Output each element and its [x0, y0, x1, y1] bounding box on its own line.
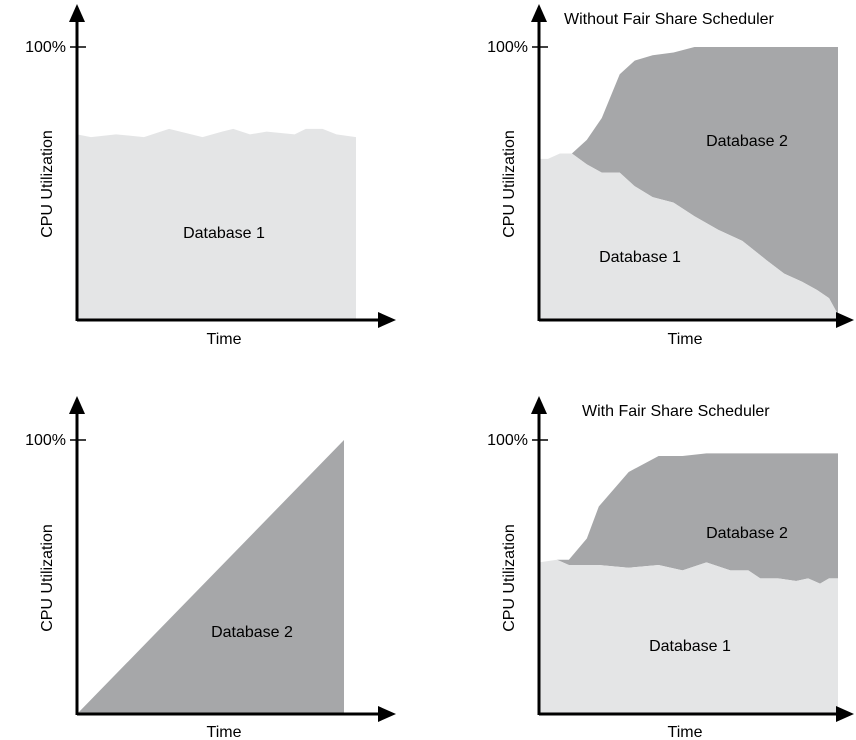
x-axis-label: Time — [668, 331, 703, 348]
x-axis — [77, 706, 396, 722]
x-axis-arrow-icon — [836, 312, 854, 328]
y-axis-arrow-icon — [531, 396, 547, 414]
panel-title: Without Fair Share Scheduler — [564, 11, 775, 28]
y-tick-label: 100% — [25, 39, 66, 56]
series-areas — [539, 453, 838, 714]
y-tick-label: 100% — [487, 39, 528, 56]
panel-with-fss: With Fair Share Scheduler Database 1Data… — [487, 396, 854, 740]
series-areas — [77, 128, 356, 320]
y-axis-arrow-icon — [531, 4, 547, 22]
x-axis-label: Time — [668, 724, 703, 740]
area-database-1 — [539, 153, 838, 320]
series-labels: Database 1 Database 2 — [649, 525, 788, 655]
y-tick-label: 100% — [487, 432, 528, 449]
series-label-database-1: Database 1 — [649, 638, 731, 655]
series-label-database-1: Database 1 — [183, 225, 265, 242]
area-database-1 — [77, 128, 356, 320]
y-axis-label: CPU Utilization — [501, 524, 518, 632]
area-database-2 — [539, 453, 838, 584]
area-database-2 — [539, 47, 838, 315]
x-axis-label: Time — [207, 331, 242, 348]
y-axis: 100% — [487, 4, 548, 321]
y-axis: 100% — [487, 396, 548, 715]
series-areas — [539, 47, 838, 320]
series-label-database-2: Database 2 — [706, 525, 788, 542]
series-label-database-1: Database 1 — [599, 249, 681, 266]
panel-title: With Fair Share Scheduler — [582, 403, 770, 420]
panel-without-fss: Without Fair Share Scheduler Database 1D… — [487, 4, 854, 348]
series-label-database-2: Database 2 — [706, 133, 788, 150]
x-axis-arrow-icon — [836, 706, 854, 722]
x-axis — [539, 312, 854, 328]
x-axis-label: Time — [207, 724, 242, 740]
series-labels: Database 1 — [183, 225, 265, 242]
series-labels: Database 2 — [211, 624, 293, 641]
y-tick-label: 100% — [25, 432, 66, 449]
area-database-1 — [539, 559, 838, 714]
panel-database1-alone: Database 1 100% Time CPU Utilization — [25, 4, 396, 348]
x-axis-arrow-icon — [378, 312, 396, 328]
y-axis-label: CPU Utilization — [501, 130, 518, 238]
y-axis-arrow-icon — [69, 4, 85, 22]
x-axis — [539, 706, 854, 722]
area-database-2 — [77, 440, 344, 714]
y-axis-label: CPU Utilization — [39, 524, 56, 632]
panel-database2-alone: Database 2 100% Time CPU Utilization — [25, 396, 396, 740]
x-axis — [77, 312, 396, 328]
series-label-database-2: Database 2 — [211, 624, 293, 641]
series-labels: Database 1 Database 2 — [599, 133, 788, 266]
y-axis-label: CPU Utilization — [39, 130, 56, 238]
series-areas — [77, 440, 344, 714]
y-axis: 100% — [25, 4, 86, 321]
x-axis-arrow-icon — [378, 706, 396, 722]
y-axis-arrow-icon — [69, 396, 85, 414]
y-axis: 100% — [25, 396, 86, 715]
